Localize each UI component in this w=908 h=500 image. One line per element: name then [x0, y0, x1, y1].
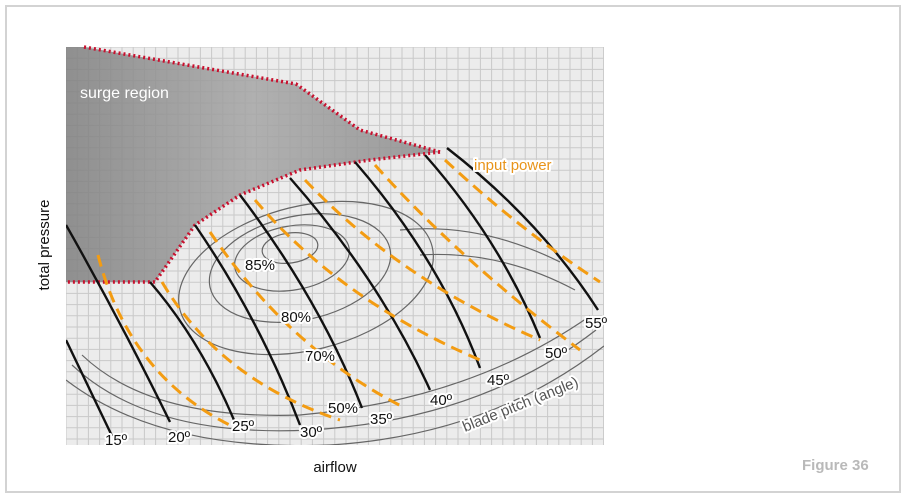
pitch-curve — [66, 224, 172, 423]
figure-label: Figure 36 — [802, 457, 869, 474]
efficiency-contour — [419, 253, 576, 291]
input-power-label: input power — [474, 157, 552, 174]
pitch-label-35: 35º — [370, 411, 393, 428]
efficiency-contour — [178, 200, 434, 356]
input-power-curves — [96, 158, 601, 432]
efficiency-contour — [71, 329, 597, 432]
efficiency-contour — [66, 345, 604, 445]
pitch-curve — [424, 154, 542, 339]
surge-region-label: surge region — [80, 85, 169, 102]
x-axis-title: airflow — [313, 459, 357, 476]
power-curve — [443, 158, 601, 284]
pitch-label-55: 55º — [585, 315, 608, 332]
efficiency-label-50: 50% — [328, 400, 358, 417]
efficiency-contour — [208, 213, 392, 323]
surge-boundary-top — [83, 45, 441, 154]
pitch-label-40: 40º — [430, 392, 453, 409]
pitch-label-20: 20º — [168, 429, 191, 446]
efficiency-contour — [81, 315, 591, 416]
efficiency-contours — [66, 200, 604, 445]
power-curve — [253, 199, 481, 362]
power-curve — [373, 163, 581, 352]
power-curve — [208, 231, 406, 410]
pitch-curve — [239, 194, 364, 409]
pitch-label-45: 45º — [487, 372, 510, 389]
efficiency-contour — [399, 228, 561, 263]
power-curve — [96, 254, 241, 432]
pitch-label-15: 15º — [105, 432, 128, 449]
blade-pitch-curves — [66, 147, 600, 437]
pitch-curve — [66, 339, 114, 437]
pitch-label-50: 50º — [545, 345, 568, 362]
y-axis-title: total pressure — [36, 200, 53, 291]
pitch-curve — [289, 177, 432, 391]
pitch-label-30: 30º — [300, 424, 323, 441]
efficiency-label-80: 80% — [281, 309, 311, 326]
pitch-curve — [446, 147, 600, 311]
efficiency-label-70: 70% — [305, 348, 335, 365]
pitch-curve — [149, 281, 236, 421]
power-curve — [303, 178, 541, 342]
pitch-label-25: 25º — [232, 418, 255, 435]
surge-area — [66, 47, 440, 282]
power-curve — [160, 281, 341, 422]
efficiency-label-85: 85% — [245, 257, 275, 274]
pitch-curve — [354, 161, 482, 369]
